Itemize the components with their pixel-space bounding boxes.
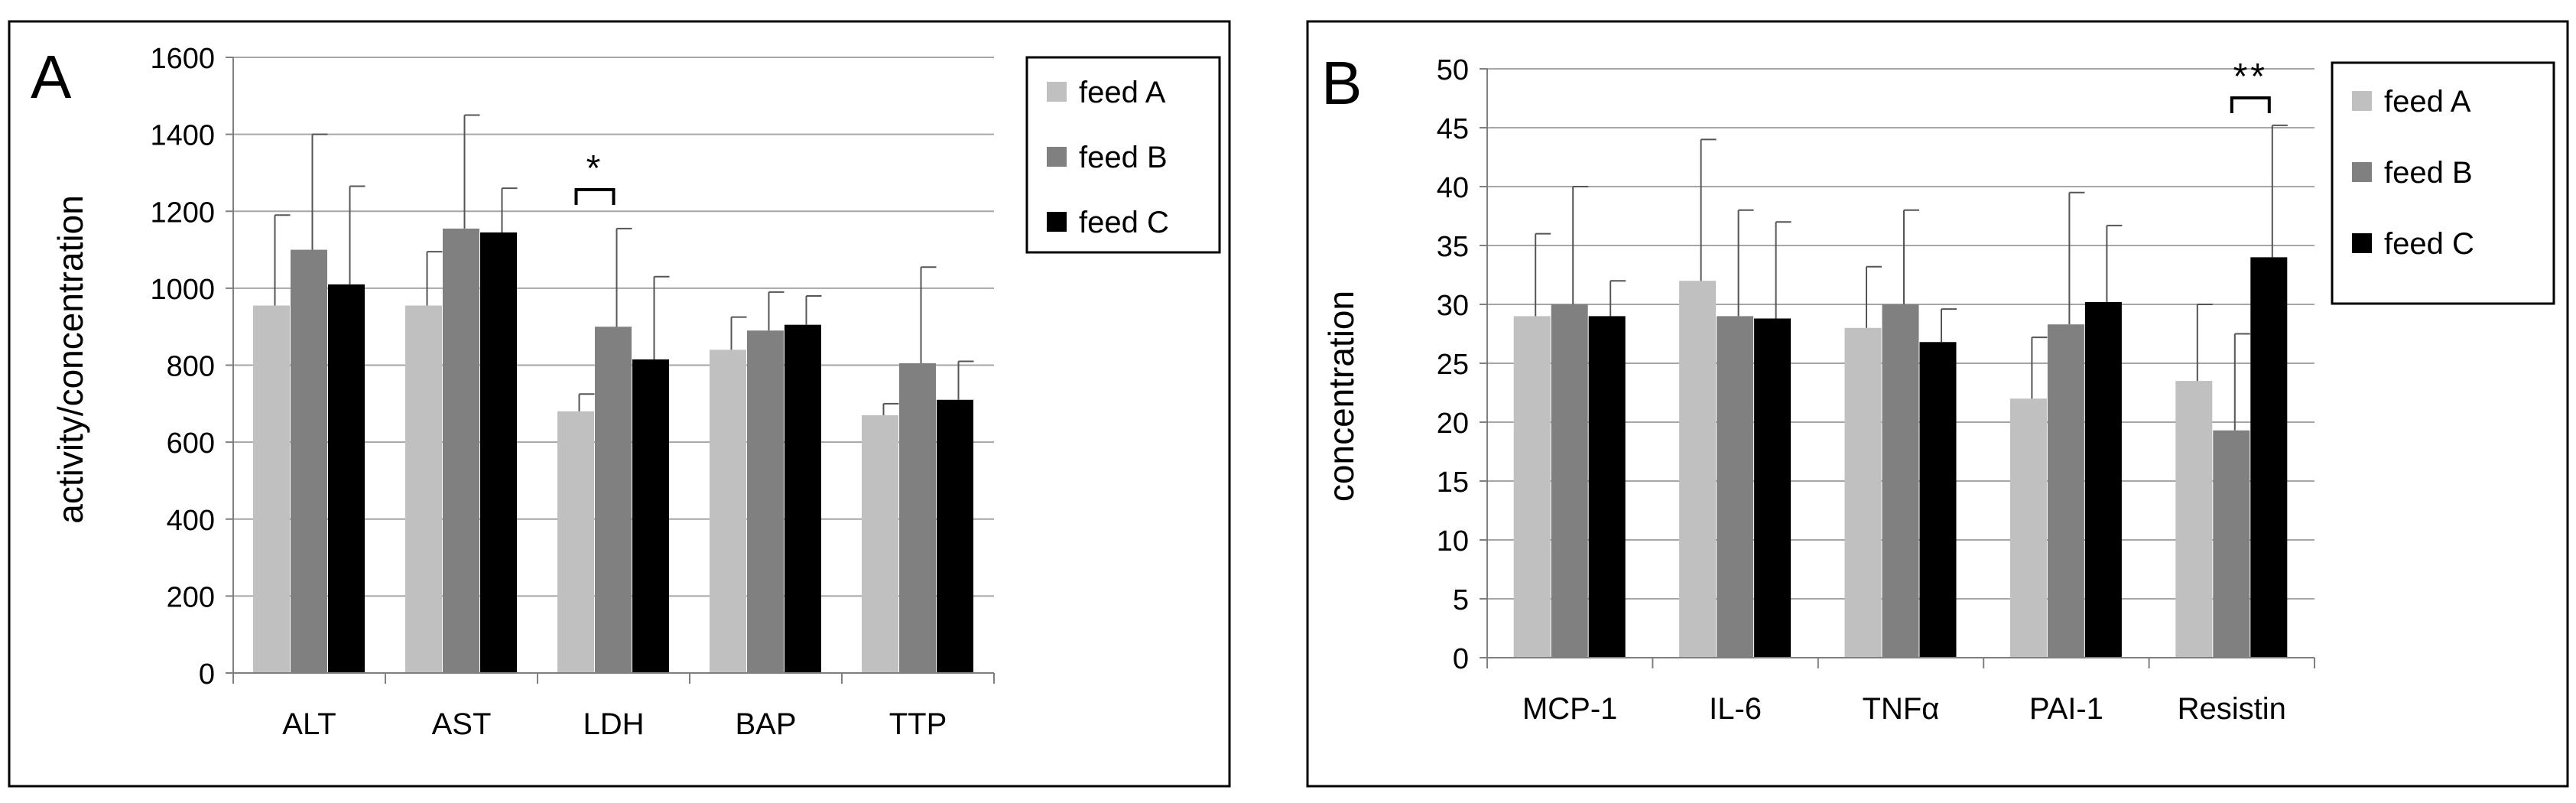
panel-b-significance-bracket	[2230, 96, 2271, 113]
panel-a-bar-feed-a-ldh	[557, 411, 594, 673]
panel-b-legend-swatch	[2352, 162, 2372, 182]
panel-b-bar-feed-c-il-6	[1754, 318, 1792, 658]
panel-a-y-tick-label: 1600	[150, 43, 215, 75]
panel-a-significance-bracket	[574, 188, 616, 205]
panel-a-bar-feed-c-ttp	[937, 399, 973, 673]
panel-a-y-axis-label: activity/concentration	[50, 195, 90, 524]
panel-b-axes	[1480, 68, 2315, 668]
panel-b-bar-feed-c-pai-1	[2084, 301, 2122, 658]
panel-a-y-tick-label: 1200	[150, 197, 215, 229]
panel-a-bar-feed-b-ttp	[899, 362, 936, 673]
panel-a-y-axis: 0 200 400 600 800 1000 1200 1400 1600	[150, 43, 215, 691]
panel-b-y-tick-label: 0	[1453, 643, 1469, 675]
panel-b-legend-label: feed B	[2384, 156, 2473, 190]
panel-a-bar-feed-b-ast	[443, 228, 479, 673]
panel-b-y-axis-label: concentration	[1321, 291, 1361, 502]
panel-a-letter: A	[31, 43, 72, 111]
panel-b-x-axis: MCP-1 IL-6 TNFα PAI-1 Resistin	[1522, 692, 2286, 726]
panel-a-bar-feed-c-bap	[784, 324, 821, 673]
panel-b-y-tick-label: 10	[1437, 525, 1469, 558]
panel-a-y-tick-label: 1000	[150, 274, 215, 306]
panel-a-legend-label: feed C	[1079, 206, 1169, 239]
panel-a-bar-feed-c-ast	[480, 232, 517, 673]
panel-b-bar-feed-a-mcp-1	[1513, 316, 1551, 658]
panel-b-y-tick-label: 5	[1453, 584, 1469, 616]
panel-b-frame	[1306, 20, 2569, 788]
panel-b-bar-feed-a-resistin	[2175, 381, 2213, 658]
panel-b-bar-feed-b-resistin	[2213, 430, 2250, 658]
panel-a-frame	[8, 20, 1231, 788]
panel-b-legend: feed A feed B feed C	[2331, 61, 2555, 305]
panel-b-y-tick-label: 35	[1437, 231, 1469, 263]
panel-a-legend-label: feed A	[1079, 76, 1166, 109]
panel-b-bars	[1513, 257, 2288, 658]
panel-a-x-axis: ALT AST LDH BAP TTP	[282, 707, 947, 741]
panel-a-x-tick-label: LDH	[583, 707, 644, 741]
panel-b-error-bars	[1535, 124, 2288, 431]
panel-b-bar-feed-c-resistin	[2250, 257, 2288, 658]
panel-b-y-tick-label: 40	[1437, 172, 1469, 204]
panel-a-y-tick-label: 800	[167, 351, 215, 383]
panel-b-bar-feed-a-pai-1	[2009, 398, 2047, 658]
panel-a-legend-swatch	[1047, 82, 1067, 102]
panel-a-significance-label: *	[586, 148, 604, 189]
panel-b-bar-feed-a-il-6	[1679, 281, 1717, 658]
panel-a-bar-feed-a-bap	[710, 349, 746, 673]
panel-b-y-tick-label: 15	[1437, 467, 1469, 499]
panel-a-error-bars	[274, 114, 974, 415]
panel-b-bar-feed-b-pai-1	[2047, 324, 2084, 658]
panel-b-y-tick-label: 25	[1437, 349, 1469, 381]
panel-a-legend: feed A feed B feed C	[1025, 56, 1221, 254]
panel-a-bars	[253, 228, 973, 673]
panel-a-legend-swatch	[1047, 147, 1067, 167]
panel-a-x-tick-label: TTP	[889, 707, 947, 741]
panel-a-legend-swatch	[1047, 212, 1067, 232]
panel-a: A activity/concentration 0 200 400 600 800 10…	[8, 20, 1231, 788]
panel-b-x-tick-label: IL-6	[1709, 692, 1762, 726]
panel-b-y-tick-label: 50	[1437, 54, 1469, 86]
panel-a-significance: *	[574, 148, 616, 205]
panel-b-x-tick-label: MCP-1	[1522, 692, 1617, 726]
panel-a-y-tick-label: 600	[167, 428, 215, 460]
panel-a-bar-feed-c-ldh	[632, 359, 669, 673]
panel-b-x-tick-label: PAI-1	[2029, 692, 2103, 726]
panel-b-significance: **	[2230, 57, 2271, 113]
panel-a-bar-feed-b-ldh	[595, 327, 632, 673]
panel-a-x-tick-label: AST	[432, 707, 492, 741]
panel-b-y-tick-label: 45	[1437, 113, 1469, 145]
panel-a-y-tick-label: 1400	[150, 120, 215, 152]
panel-b-letter: B	[1321, 49, 1362, 117]
panel-a-bar-feed-c-alt	[328, 284, 365, 673]
panel-b: B concentration 0 5 10 15 20 25 30 35 40 45 50 MCP…	[1306, 20, 2569, 788]
panel-a-x-tick-label: ALT	[282, 707, 336, 741]
panel-b-legend-swatch	[2352, 91, 2372, 111]
panel-a-axes	[226, 57, 995, 684]
panel-b-bar-feed-c-tnfα	[1919, 342, 1957, 658]
panel-a-legend-label: feed B	[1079, 141, 1168, 174]
panel-b-y-tick-label: 20	[1437, 408, 1469, 440]
panel-b-y-axis: 0 5 10 15 20 25 30 35 40 45 50	[1437, 54, 1469, 675]
panel-b-bar-feed-a-tnfα	[1844, 327, 1882, 658]
panel-b-y-tick-label: 30	[1437, 290, 1469, 322]
panel-a-bar-feed-b-bap	[747, 330, 784, 673]
panel-a-y-tick-label: 200	[167, 581, 215, 613]
panel-a-bar-feed-a-ttp	[862, 415, 898, 673]
panel-b-bar-feed-b-mcp-1	[1551, 304, 1588, 658]
panel-a-bar-feed-a-alt	[253, 305, 290, 673]
panel-b-bar-feed-b-il-6	[1717, 316, 1754, 658]
panel-b-significance-label: **	[2233, 57, 2268, 97]
panel-a-y-tick-label: 0	[199, 658, 215, 691]
panel-b-legend-swatch	[2352, 233, 2372, 253]
panel-b-bar-feed-c-mcp-1	[1588, 316, 1626, 658]
panel-a-bar-feed-a-ast	[405, 305, 442, 673]
panel-a-bar-feed-b-alt	[291, 249, 327, 673]
panel-b-legend-label: feed C	[2384, 227, 2474, 261]
panel-b-x-tick-label: TNFα	[1863, 692, 1940, 726]
panel-a-x-tick-label: BAP	[735, 707, 796, 741]
panel-b-x-tick-label: Resistin	[2178, 692, 2286, 726]
panel-b-bar-feed-b-tnfα	[1882, 304, 1919, 658]
panel-b-legend-label: feed A	[2384, 85, 2471, 119]
panel-a-y-tick-label: 400	[167, 505, 215, 537]
